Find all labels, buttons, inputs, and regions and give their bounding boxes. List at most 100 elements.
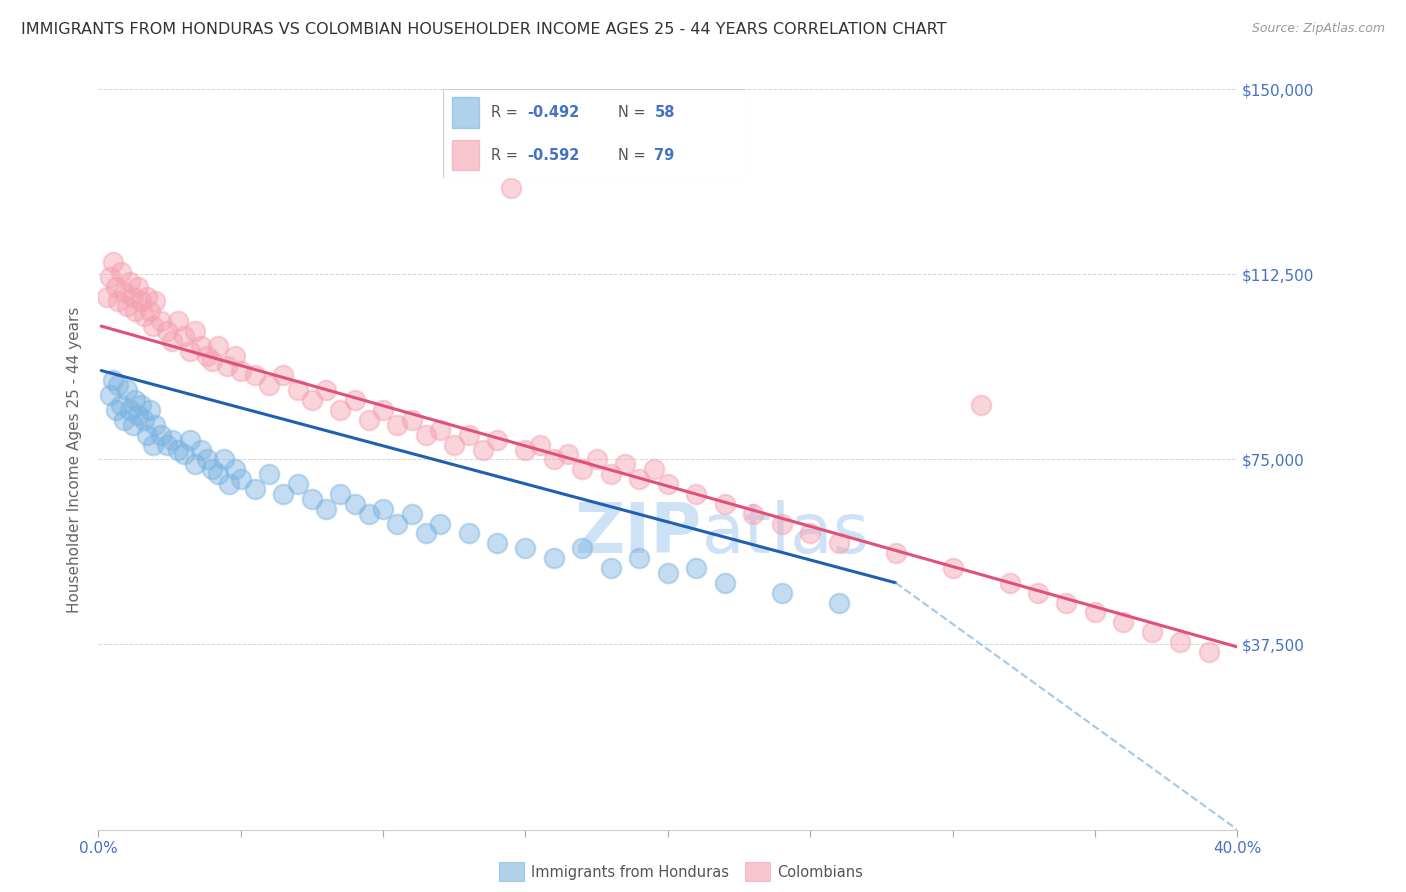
Point xyxy=(942,561,965,575)
Point xyxy=(1198,645,1220,659)
Point xyxy=(343,393,366,408)
Text: -0.592: -0.592 xyxy=(527,148,579,162)
Point xyxy=(141,437,163,451)
Point xyxy=(429,423,451,437)
Point xyxy=(229,363,252,377)
Point xyxy=(429,516,451,531)
Point xyxy=(415,526,437,541)
Point xyxy=(259,467,281,482)
Point xyxy=(156,324,179,338)
Text: 58: 58 xyxy=(655,105,675,120)
Point xyxy=(156,437,179,451)
Text: N =: N = xyxy=(619,148,651,162)
Point xyxy=(218,477,240,491)
Point xyxy=(104,403,127,417)
Point xyxy=(135,289,157,303)
Point xyxy=(600,467,623,482)
Point xyxy=(215,359,238,373)
Point xyxy=(1170,635,1192,649)
Point xyxy=(179,433,201,447)
Point xyxy=(557,447,579,461)
Text: Source: ZipAtlas.com: Source: ZipAtlas.com xyxy=(1251,22,1385,36)
Point xyxy=(415,427,437,442)
Point xyxy=(1112,615,1135,630)
Point xyxy=(201,462,224,476)
Point xyxy=(315,384,337,398)
Point xyxy=(101,373,124,387)
Point xyxy=(98,388,121,402)
FancyBboxPatch shape xyxy=(451,97,479,128)
Text: R =: R = xyxy=(491,105,523,120)
Text: R =: R = xyxy=(491,148,523,162)
Point xyxy=(998,575,1021,590)
Point xyxy=(118,275,141,289)
Point xyxy=(195,452,218,467)
Point xyxy=(543,452,565,467)
Point xyxy=(141,319,163,334)
Point xyxy=(173,329,195,343)
Point xyxy=(150,427,173,442)
Point xyxy=(243,368,266,383)
Point xyxy=(1084,606,1107,620)
Point xyxy=(127,279,149,293)
Point xyxy=(486,536,509,550)
Point xyxy=(138,403,160,417)
Point xyxy=(190,339,212,353)
Point xyxy=(124,304,146,318)
Point xyxy=(112,285,135,299)
Point xyxy=(112,413,135,427)
Point xyxy=(129,294,152,309)
Point xyxy=(657,566,679,580)
Point xyxy=(529,437,551,451)
Text: IMMIGRANTS FROM HONDURAS VS COLOMBIAN HOUSEHOLDER INCOME AGES 25 - 44 YEARS CORR: IMMIGRANTS FROM HONDURAS VS COLOMBIAN HO… xyxy=(21,22,946,37)
Point xyxy=(138,304,160,318)
Point xyxy=(121,417,143,432)
Point xyxy=(628,551,651,566)
Point xyxy=(127,408,149,422)
Point xyxy=(457,427,479,442)
Point xyxy=(301,491,323,506)
Point xyxy=(115,384,138,398)
Point xyxy=(387,516,409,531)
Point xyxy=(150,314,173,328)
Point xyxy=(443,437,465,451)
Point xyxy=(401,507,423,521)
Point xyxy=(515,442,537,457)
Point xyxy=(243,482,266,496)
Point xyxy=(184,324,207,338)
Text: ZIP: ZIP xyxy=(575,500,702,567)
Point xyxy=(643,462,665,476)
Point xyxy=(287,477,309,491)
Point xyxy=(571,541,593,556)
Point xyxy=(770,585,793,599)
Point xyxy=(742,507,765,521)
Point xyxy=(585,452,607,467)
Point xyxy=(179,343,201,358)
Point xyxy=(224,462,246,476)
Point xyxy=(162,433,184,447)
Point xyxy=(145,417,167,432)
Point xyxy=(600,561,623,575)
Text: 79: 79 xyxy=(655,148,675,162)
Point xyxy=(110,398,132,412)
Point xyxy=(287,384,309,398)
Point xyxy=(1026,585,1049,599)
Point xyxy=(162,334,184,348)
Point xyxy=(373,403,395,417)
Point xyxy=(1140,625,1163,640)
Point xyxy=(129,398,152,412)
Point xyxy=(121,289,143,303)
Point xyxy=(501,181,523,195)
Point xyxy=(343,497,366,511)
Text: -0.492: -0.492 xyxy=(527,105,579,120)
Point xyxy=(195,349,218,363)
Point xyxy=(543,551,565,566)
Point xyxy=(118,403,141,417)
Point xyxy=(167,314,190,328)
Point xyxy=(457,526,479,541)
Point xyxy=(714,497,737,511)
Point xyxy=(115,299,138,313)
Point xyxy=(96,289,118,303)
Text: N =: N = xyxy=(619,105,651,120)
FancyBboxPatch shape xyxy=(443,89,745,178)
